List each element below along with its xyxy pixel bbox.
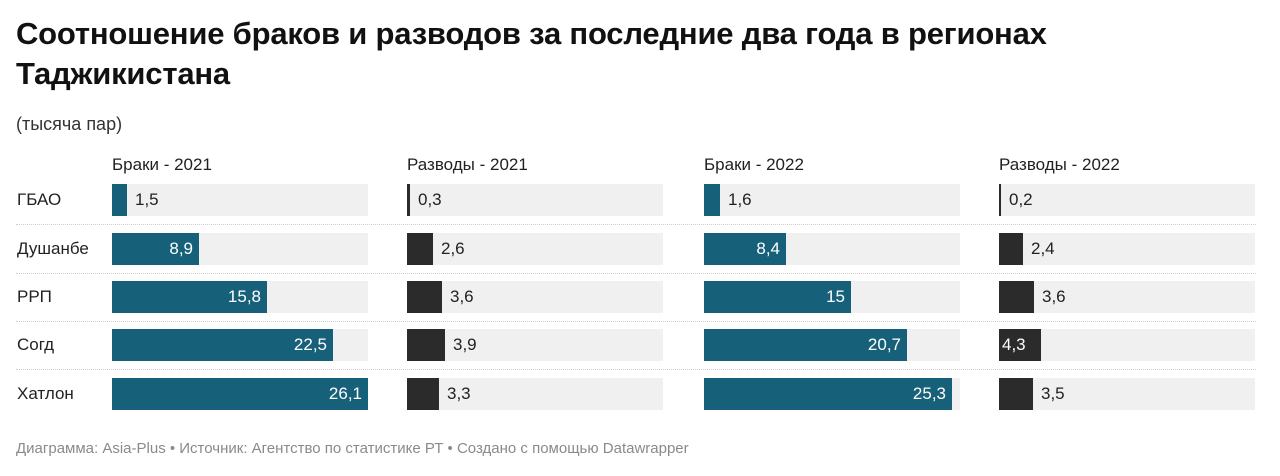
- bar: [704, 378, 952, 410]
- row-separator: [16, 273, 1256, 274]
- chart-footer: Диаграмма: Asia-Plus • Источник: Агентст…: [16, 440, 689, 457]
- bar: [407, 233, 433, 265]
- panel-header: Браки - 2022: [704, 155, 804, 174]
- bar-track: 22,5: [112, 329, 368, 361]
- chart-subtitle: (тысяча пар): [16, 114, 123, 134]
- bar-track: 3,3: [407, 378, 663, 410]
- data-label: 1,6: [728, 190, 752, 209]
- bar: [704, 233, 786, 265]
- data-label: 3,6: [1042, 287, 1066, 306]
- bar: [704, 281, 851, 313]
- data-label: 3,9: [453, 335, 477, 354]
- bar-track: 0,2: [999, 184, 1255, 216]
- data-label: 1,5: [135, 190, 159, 209]
- data-label: 2,6: [441, 239, 465, 258]
- row-separator: [16, 224, 1256, 225]
- data-label: 20,7: [867, 335, 901, 354]
- bar-track: 8,9: [112, 233, 368, 265]
- data-label: 2,4: [1031, 239, 1055, 258]
- data-label: 25,3: [912, 384, 946, 403]
- bar-track: 20,7: [704, 329, 960, 361]
- bar-track: 3,5: [999, 378, 1255, 410]
- row-label: Хатлон: [17, 384, 74, 403]
- bar: [407, 378, 439, 410]
- row-label: РРП: [17, 287, 52, 306]
- bar: [704, 329, 907, 361]
- bar: [999, 378, 1033, 410]
- bar-track: 2,6: [407, 233, 663, 265]
- bar: [112, 281, 267, 313]
- bar-track: 15,8: [112, 281, 368, 313]
- bar: [407, 329, 445, 361]
- bar: [999, 184, 1001, 216]
- panel-header: Браки - 2021: [112, 155, 212, 174]
- bar-track: 2,4: [999, 233, 1255, 265]
- bar-track: 3,9: [407, 329, 663, 361]
- data-label: 15: [826, 287, 845, 306]
- bar: [407, 281, 442, 313]
- bar-track: 26,1: [112, 378, 368, 410]
- bar: [112, 329, 333, 361]
- bar-track: 25,3: [704, 378, 960, 410]
- bar: [999, 329, 1041, 361]
- data-label: 3,5: [1041, 384, 1065, 403]
- data-label: 0,3: [418, 190, 442, 209]
- data-label: 0,2: [1009, 190, 1033, 209]
- bar: [112, 233, 199, 265]
- chart-title: Соотношение браков и разводов за последн…: [16, 16, 1047, 91]
- bar: [112, 378, 368, 410]
- data-label: 15,8: [227, 287, 261, 306]
- row-separator: [16, 369, 1256, 370]
- data-label: 3,3: [447, 384, 471, 403]
- row-label: ГБАО: [17, 190, 62, 209]
- data-label: 8,4: [756, 239, 780, 258]
- bar: [112, 184, 127, 216]
- bar-track: 0,3: [407, 184, 663, 216]
- data-label: 3,6: [450, 287, 474, 306]
- row-label: Душанбе: [17, 239, 89, 258]
- bar: [999, 233, 1023, 265]
- bar-track: 4,3: [999, 329, 1255, 361]
- bar: [407, 184, 410, 216]
- bar-track: 15: [704, 281, 960, 313]
- data-label: 22,5: [293, 335, 327, 354]
- data-label: 26,1: [328, 384, 362, 403]
- row-separator: [16, 321, 1256, 322]
- data-label: 8,9: [169, 239, 193, 258]
- data-label: 4,3: [1002, 335, 1026, 354]
- bar: [999, 281, 1034, 313]
- bar-track: 8,4: [704, 233, 960, 265]
- bar: [704, 184, 720, 216]
- bar-track: 1,5: [112, 184, 368, 216]
- bar-track: 1,6: [704, 184, 960, 216]
- panel-header: Разводы - 2021: [407, 155, 528, 174]
- panel-header: Разводы - 2022: [999, 155, 1120, 174]
- row-label: Согд: [17, 335, 55, 354]
- bar-track: 3,6: [407, 281, 663, 313]
- bar-track: 3,6: [999, 281, 1255, 313]
